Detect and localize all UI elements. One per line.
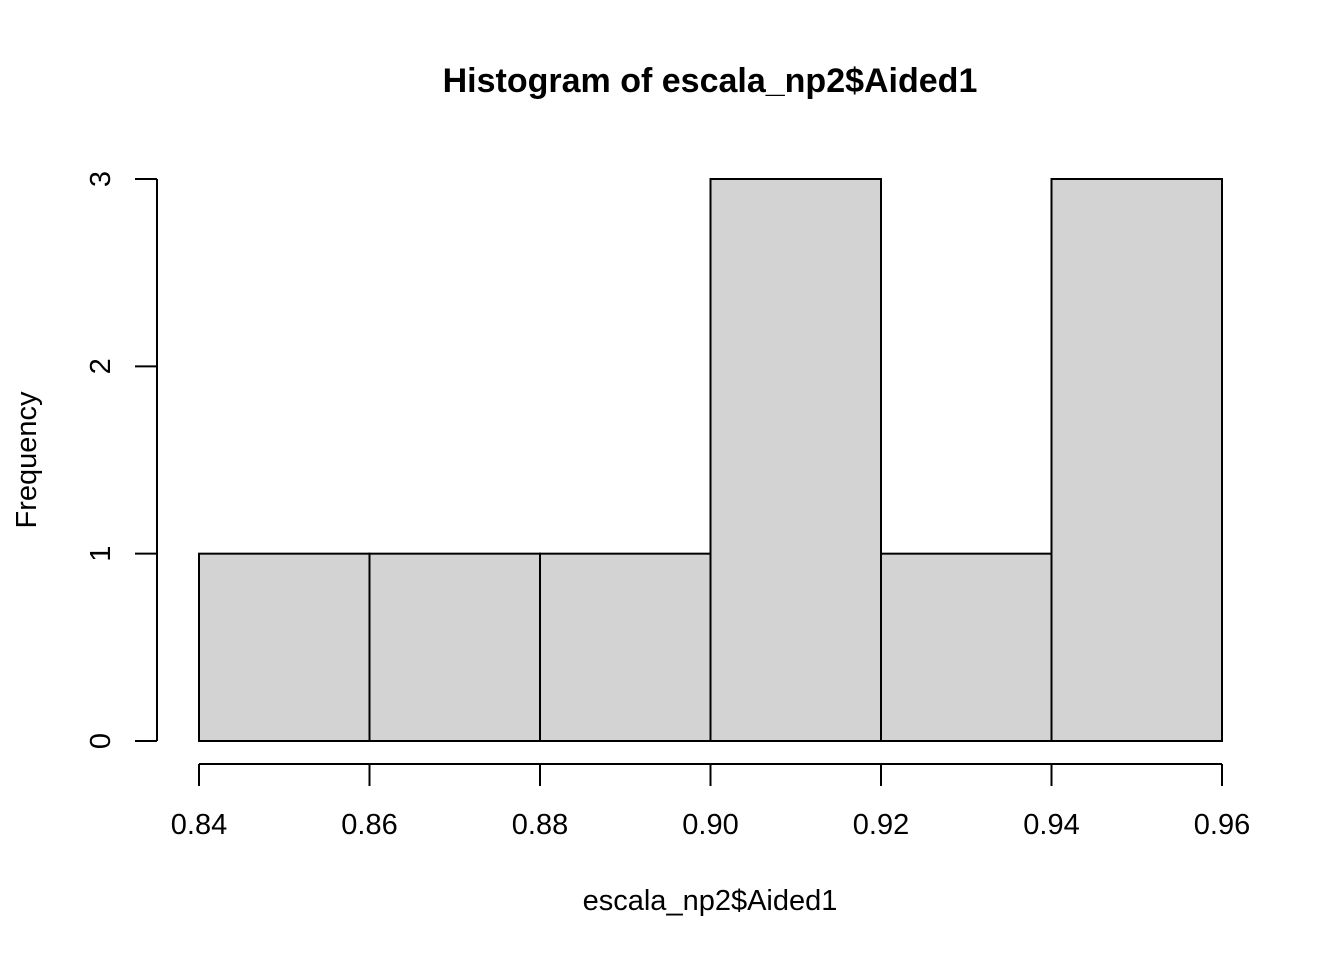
y-tick-label: 2 (85, 358, 117, 374)
y-axis-label: Frequency (11, 391, 43, 529)
y-tick-label: 0 (85, 733, 117, 749)
x-axis: 0.84 0.86 0.88 0.90 0.92 0.94 0.96 (171, 763, 1250, 841)
histogram-bar-3 (539, 552, 712, 743)
y-tick-label: 3 (85, 171, 117, 187)
x-tick-label: 0.84 (171, 809, 227, 841)
x-tick-label: 0.94 (1023, 809, 1079, 841)
histogram-bar-2 (368, 552, 541, 743)
histogram-bar-4 (709, 178, 882, 742)
bars-group (198, 178, 1223, 743)
x-tick-label: 0.92 (853, 809, 909, 841)
histogram-bar-1 (198, 552, 371, 743)
histogram-bar-6 (1050, 178, 1223, 742)
y-tick-label: 1 (85, 546, 117, 562)
y-axis: 0 1 2 3 (85, 171, 158, 749)
x-tick-label: 0.90 (682, 809, 738, 841)
x-tick-label: 0.86 (341, 809, 397, 841)
chart-title: Histogram of escala_np2$Aided1 (443, 62, 978, 100)
histogram-bar-5 (880, 552, 1053, 743)
x-tick-label: 0.88 (512, 809, 568, 841)
x-axis-label: escala_np2$Aided1 (583, 885, 838, 917)
x-tick-label: 0.96 (1194, 809, 1250, 841)
